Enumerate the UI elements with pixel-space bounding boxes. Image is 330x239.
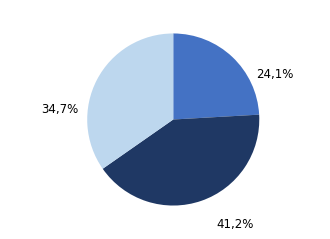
Wedge shape xyxy=(87,33,173,169)
Text: 24,1%: 24,1% xyxy=(256,68,293,81)
Text: 41,2%: 41,2% xyxy=(216,218,254,231)
Wedge shape xyxy=(173,33,259,120)
Text: 34,7%: 34,7% xyxy=(41,103,78,116)
Wedge shape xyxy=(103,115,259,206)
